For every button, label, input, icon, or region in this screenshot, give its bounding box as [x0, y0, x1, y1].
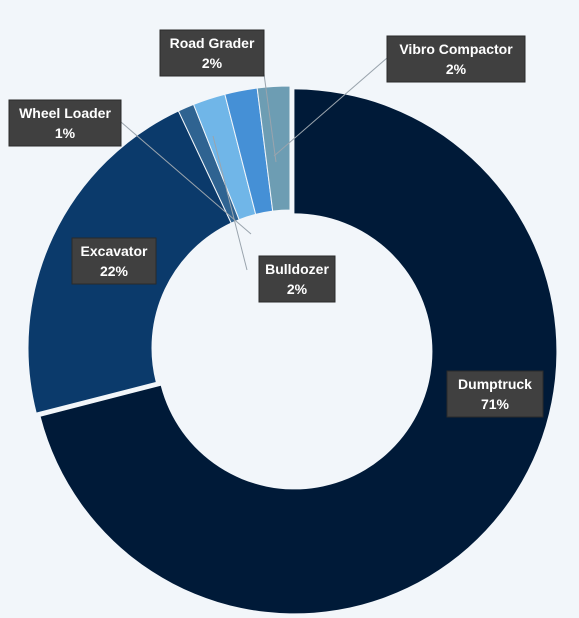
leader-line-bulldozer [212, 135, 248, 271]
label-box-excavator [71, 237, 157, 285]
leader-line-wheel-loader [120, 121, 252, 235]
label-percent-excavator: 22% [100, 263, 129, 279]
label-box-vibro-compactor [386, 35, 526, 83]
label-box-road-grader [159, 29, 265, 77]
label-box-bulldozer [258, 255, 336, 303]
data-label-dumptruck: Dumptruck 71% [446, 370, 544, 418]
label-category-excavator: Excavator [81, 243, 148, 259]
slice-vibro-compactor[interactable] [256, 85, 291, 212]
label-category-wheel-loader: Wheel Loader [19, 105, 111, 121]
slice-dumptruck[interactable] [40, 89, 557, 614]
label-percent-wheel-loader: 1% [55, 125, 76, 141]
label-category-bulldozer: Bulldozer [265, 261, 329, 277]
data-label-bulldozer: Bulldozer 2% [258, 255, 336, 303]
label-box-wheel-loader [8, 99, 122, 147]
label-category-dumptruck: Dumptruck [458, 376, 532, 392]
label-percent-road-grader: 2% [202, 55, 223, 71]
leader-line-road-grader [263, 73, 277, 163]
label-category-road-grader: Road Grader [170, 35, 255, 51]
label-category-vibro-compactor: Vibro Compactor [399, 41, 513, 57]
data-label-excavator: Excavator 22% [71, 237, 157, 285]
data-label-wheel-loader: Wheel Loader 1% [8, 99, 122, 147]
label-percent-vibro-compactor: 2% [446, 61, 467, 77]
data-label-vibro-compactor: Vibro Compactor 2% [386, 35, 526, 83]
data-label-road-grader: Road Grader 2% [159, 29, 265, 77]
label-percent-dumptruck: 71% [481, 396, 510, 412]
label-percent-bulldozer: 2% [287, 281, 308, 297]
leader-line-vibro-compactor [273, 57, 388, 157]
label-box-dumptruck [446, 370, 544, 418]
